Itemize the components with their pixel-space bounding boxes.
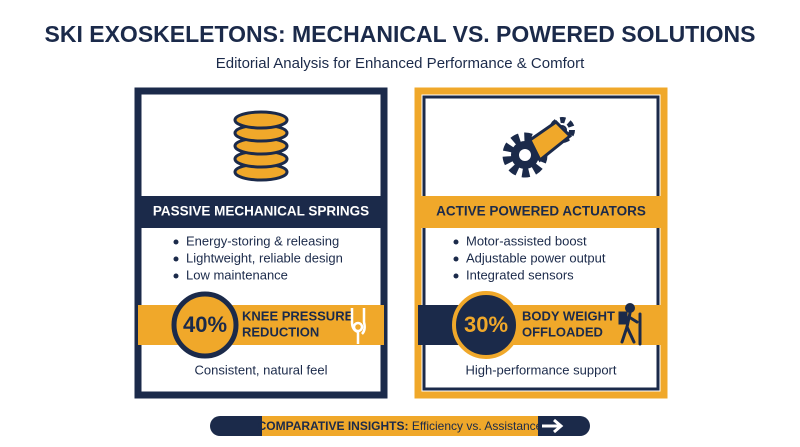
feature: Lightweight, reliable design [186,250,343,265]
arrow-icon [542,418,564,434]
heading-band [418,196,664,228]
heading-band [138,196,384,228]
insights-text: COMPARATIVE INSIGHTS: Efficiency vs. Ass… [258,419,543,433]
bullet [173,239,179,245]
insights-bar: COMPARATIVE INSIGHTS: Efficiency vs. Ass… [210,416,590,436]
panel-mechanical: PASSIVE MECHANICAL SPRINGS Energy-storin… [134,87,388,399]
stat-label: BODY WEIGHT [522,308,615,323]
hiker-icon [618,303,642,346]
bullet [173,273,179,279]
bullet [453,239,459,245]
panel-footer: Consistent, natural feel [195,362,328,377]
insights-detail: Efficiency vs. Assistance [412,419,543,433]
stat-circle [171,291,239,359]
feature: Adjustable power output [466,250,606,265]
knee-icon [350,308,366,344]
stat-label: KNEE PRESSURE [242,308,354,323]
stat-label: OFFLOADED [522,324,603,339]
feature: Low maintenance [186,267,288,282]
pill-inner [262,416,538,436]
gear-icon [502,117,575,178]
bullet [453,273,459,279]
stat-circle [452,291,520,359]
subtitle: Editorial Analysis for Enhanced Performa… [216,55,585,72]
title: SKI EXOSKELETONS: MECHANICAL VS. POWERED… [45,21,756,47]
panel-heading: PASSIVE MECHANICAL SPRINGS [153,204,369,219]
panel-inner-frame [422,95,660,391]
bullet [453,256,459,262]
panel-powered: ACTIVE POWERED ACTUATORS Motor-assisted … [414,87,668,399]
bullet [173,256,179,262]
stat-value: 40% [183,312,227,337]
feature: Energy-storing & releasing [186,233,339,248]
stat-label: REDUCTION [242,324,319,339]
feature: Motor-assisted boost [466,233,587,248]
panel-heading: ACTIVE POWERED ACTUATORS [436,204,646,219]
stat-value: 30% [464,312,508,337]
panel-footer: High-performance support [465,362,616,377]
insights-label: COMPARATIVE INSIGHTS: [258,419,409,433]
feature: Integrated sensors [466,267,574,282]
spring-icon [233,110,289,182]
